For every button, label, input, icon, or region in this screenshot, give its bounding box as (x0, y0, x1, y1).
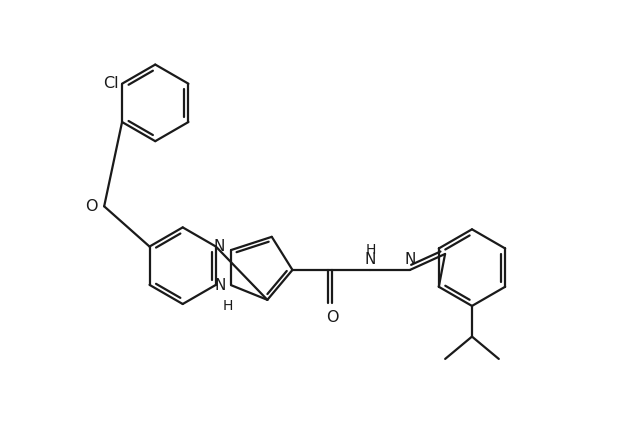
Text: O: O (85, 199, 98, 214)
Text: Cl: Cl (103, 76, 119, 91)
Text: O: O (326, 309, 339, 324)
Text: N: N (365, 252, 376, 267)
Text: H: H (365, 243, 376, 257)
Text: N: N (213, 239, 225, 254)
Text: N: N (214, 278, 226, 293)
Text: N: N (404, 252, 415, 267)
Text: H: H (223, 299, 233, 313)
